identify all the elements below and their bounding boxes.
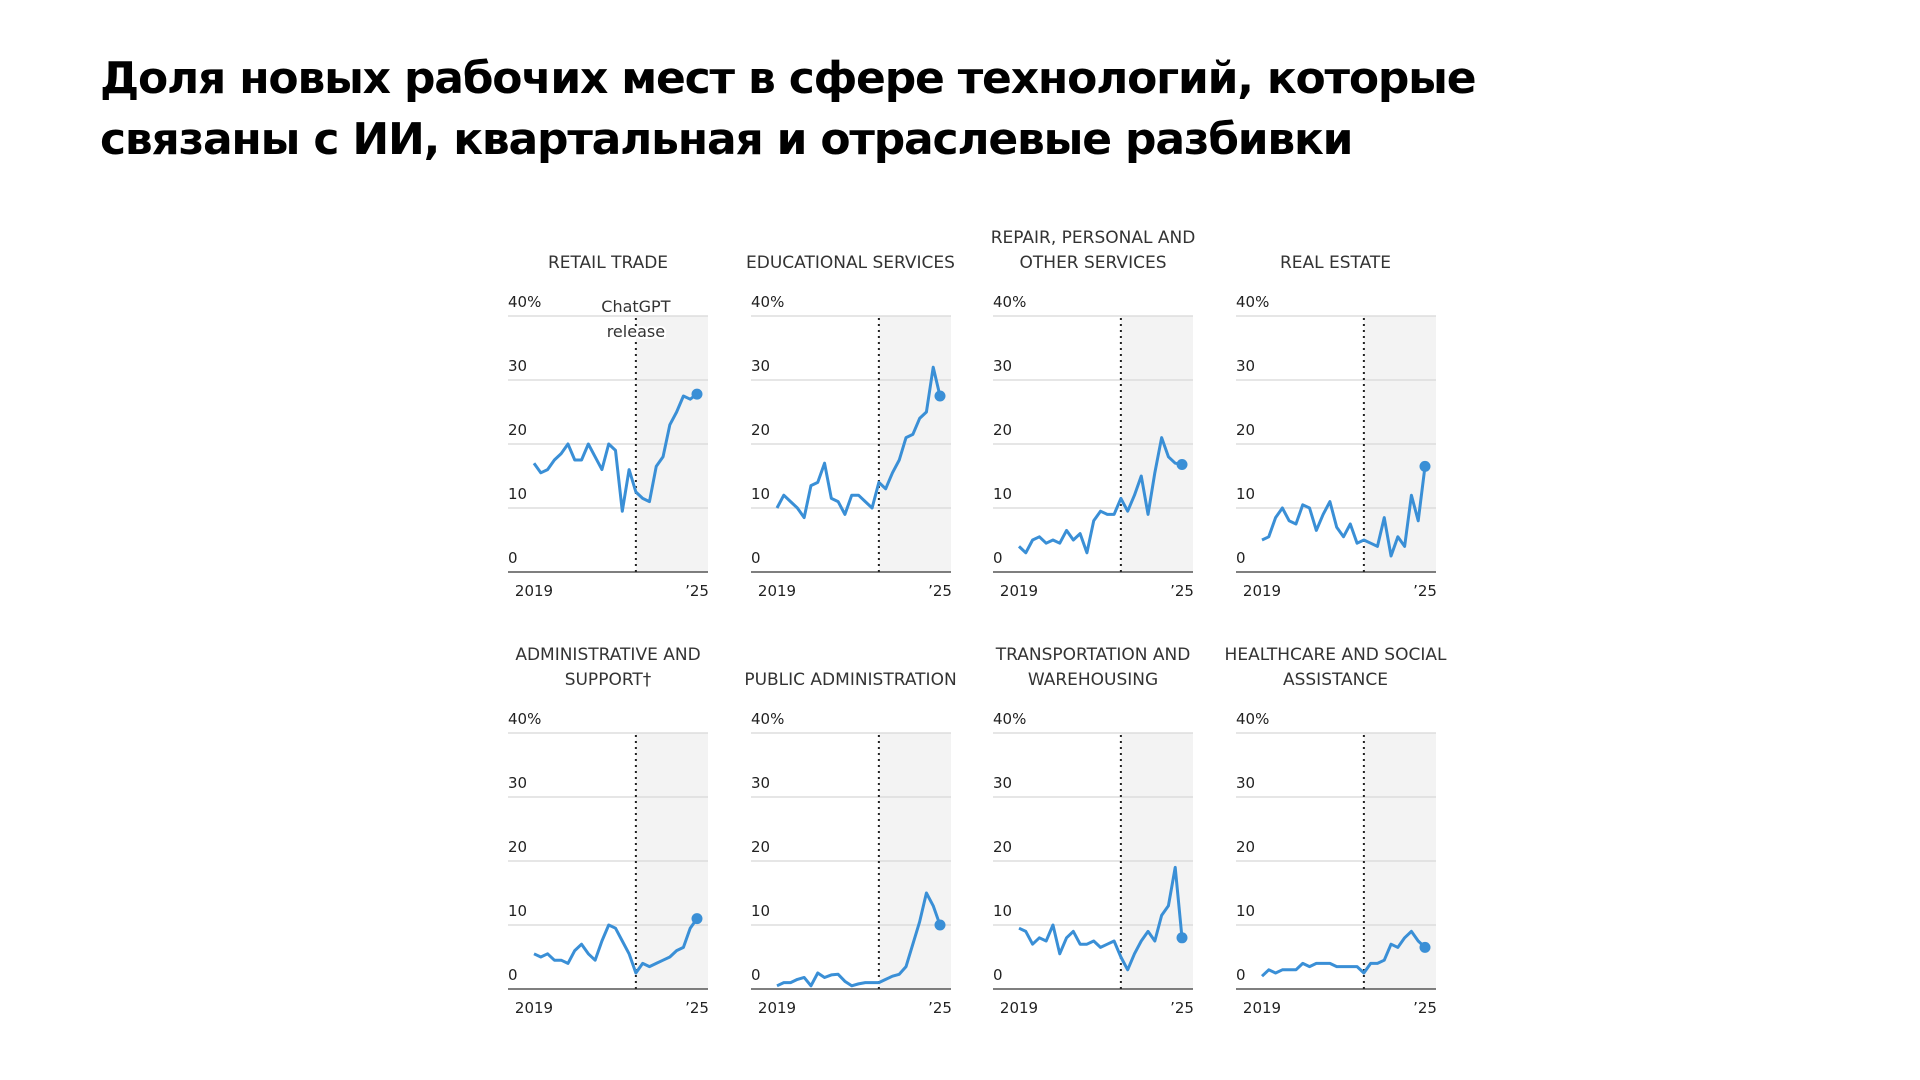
y-tick-label: 10 (751, 485, 770, 503)
y-tick-label: 10 (1236, 902, 1255, 920)
series-line (1260, 929, 1426, 978)
x-tick-label: ’25 (685, 999, 709, 1017)
last-point-marker (934, 390, 945, 402)
last-point-marker (1419, 460, 1430, 472)
panel-title: HEALTHCARE AND SOCIAL ASSISTANCE (1224, 645, 1447, 690)
x-tick-label: 2019 (1000, 582, 1038, 600)
x-tick-label: 2019 (757, 999, 795, 1017)
panel-title: EDUCATIONAL SERVICES (746, 253, 955, 273)
panel-administrative-and-support: ADMINISTRATIVE AND SUPPORT† 0 10 20 30 40% 201… (508, 645, 738, 1017)
line-chart: 0 10 20 30 40% 2019 ’25 (508, 710, 709, 1017)
x-tick-label: 2019 (757, 582, 795, 600)
y-tick-label: 30 (751, 774, 770, 792)
x-tick-label: ’25 (928, 582, 952, 600)
x-tick-label: ’25 (685, 582, 709, 600)
y-tick-label: 30 (993, 774, 1012, 792)
y-tick-label: 20 (993, 421, 1012, 439)
y-tick-label: 0 (1236, 549, 1246, 567)
y-tick-label: 20 (508, 421, 527, 439)
panel-educational-services: EDUCATIONAL SERVICES 0 10 20 30 40% 2019 ’25 (746, 253, 981, 600)
x-tick-label: 2019 (1242, 999, 1280, 1017)
x-tick-label: ’25 (928, 999, 952, 1017)
line-chart: 0 10 20 30 40% 2019 ’25 (1235, 710, 1436, 1017)
y-tick-label: 0 (1236, 966, 1246, 984)
panel-public-administration: PUBLIC ADMINISTRATION 0 10 20 30 40% 2019 ’25 (744, 670, 981, 1017)
panel-retail-trade: RETAIL TRADE 0 10 20 30 40% ChatGPT release 2019… (508, 253, 738, 600)
last-point-marker (1176, 932, 1188, 944)
y-tick-label: 40% (751, 710, 784, 728)
last-point-marker (1176, 458, 1188, 470)
x-tick-label: 2019 (1000, 999, 1038, 1017)
y-tick-label: 40% (1236, 710, 1269, 728)
panel-title: REAL ESTATE (1279, 253, 1392, 273)
y-tick-label: 10 (1236, 485, 1255, 503)
y-tick-label: 20 (993, 838, 1012, 856)
series-line (533, 917, 699, 975)
y-tick-label: 20 (508, 838, 527, 856)
series-line (1017, 436, 1183, 555)
y-tick-label: 20 (1236, 838, 1255, 856)
annotation-label: release (607, 322, 665, 341)
y-tick-label: 40% (993, 710, 1026, 728)
series-line (775, 891, 941, 988)
y-tick-label: 10 (508, 902, 527, 920)
panel-title: TRANSPORTATION AND WAREHOUSING (995, 645, 1191, 690)
x-tick-label: ’25 (1413, 999, 1437, 1017)
panel-repair-personal-and-other-services: REPAIR, PERSONAL AND OTHER SERVICES 0 10 20… (991, 228, 1223, 600)
x-tick-label: 2019 (515, 999, 553, 1017)
series-line (1018, 865, 1184, 972)
y-tick-label: 30 (993, 357, 1012, 375)
x-tick-label: ’25 (1170, 999, 1194, 1017)
y-tick-label: 20 (1236, 421, 1255, 439)
y-tick-label: 10 (751, 902, 770, 920)
line-chart: 0 10 20 30 40% 2019 ’25 (750, 293, 951, 600)
y-tick-label: 20 (751, 421, 770, 439)
y-tick-label: 0 (993, 966, 1003, 984)
series-line (1260, 466, 1426, 558)
last-point-marker (691, 913, 703, 925)
y-tick-label: 10 (993, 902, 1012, 920)
y-tick-label: 30 (508, 774, 527, 792)
line-chart: 0 10 20 30 40% 2019 ’25 (993, 710, 1194, 1017)
y-tick-label: 30 (1236, 774, 1255, 792)
last-point-marker (934, 919, 945, 931)
series-line (532, 392, 698, 513)
y-tick-label: 20 (751, 838, 770, 856)
y-tick-label: 0 (508, 966, 518, 984)
y-tick-label: 30 (508, 357, 527, 375)
annotation-label: ChatGPT (601, 297, 670, 316)
line-chart: 0 10 20 30 40% 2019 ’25 (993, 293, 1194, 600)
y-tick-label: 30 (1236, 357, 1255, 375)
page-title: Доля новых рабочих мест в сфере технолог… (100, 53, 1477, 165)
y-tick-label: 0 (751, 549, 761, 567)
y-tick-label: 10 (993, 485, 1012, 503)
y-tick-label: 30 (751, 357, 770, 375)
x-tick-label: 2019 (1242, 582, 1280, 600)
panel-title: ADMINISTRATIVE AND SUPPORT† (515, 645, 701, 690)
line-chart: 0 10 20 30 40% 2019 ’25 (1235, 293, 1436, 600)
panel-title: RETAIL TRADE (547, 253, 669, 273)
panel-transportation-and-warehousing: TRANSPORTATION AND WAREHOUSING 0 10 20 30 40%… (993, 645, 1223, 1017)
y-tick-label: 40% (993, 293, 1026, 311)
panel-real-estate: REAL ESTATE 0 10 20 30 40% 2019 ’25 (1235, 253, 1466, 600)
last-point-marker (691, 388, 703, 400)
y-tick-label: 40% (508, 710, 541, 728)
x-tick-label: ’25 (1170, 582, 1194, 600)
y-tick-label: 40% (751, 293, 784, 311)
y-tick-label: 40% (508, 293, 541, 311)
last-point-marker (1419, 941, 1430, 953)
y-tick-label: 0 (993, 549, 1003, 567)
x-tick-label: ’25 (1413, 582, 1437, 600)
panel-healthcare-and-social-assistance: HEALTHCARE AND SOCIAL ASSISTANCE 0 10 20 30 4… (1225, 645, 1466, 1017)
y-tick-label: 10 (508, 485, 527, 503)
series-line (775, 365, 941, 520)
line-chart: 0 10 20 30 40% ChatGPT release 2019 ’25 (508, 293, 709, 600)
x-tick-label: 2019 (515, 582, 553, 600)
panel-title: REPAIR, PERSONAL AND OTHER SERVICES (990, 228, 1196, 273)
line-chart: 0 10 20 30 40% 2019 ’25 (750, 710, 951, 1017)
panel-title: PUBLIC ADMINISTRATION (744, 670, 957, 690)
y-tick-label: 0 (751, 966, 761, 984)
y-tick-label: 0 (508, 549, 518, 567)
y-tick-label: 40% (1236, 293, 1269, 311)
